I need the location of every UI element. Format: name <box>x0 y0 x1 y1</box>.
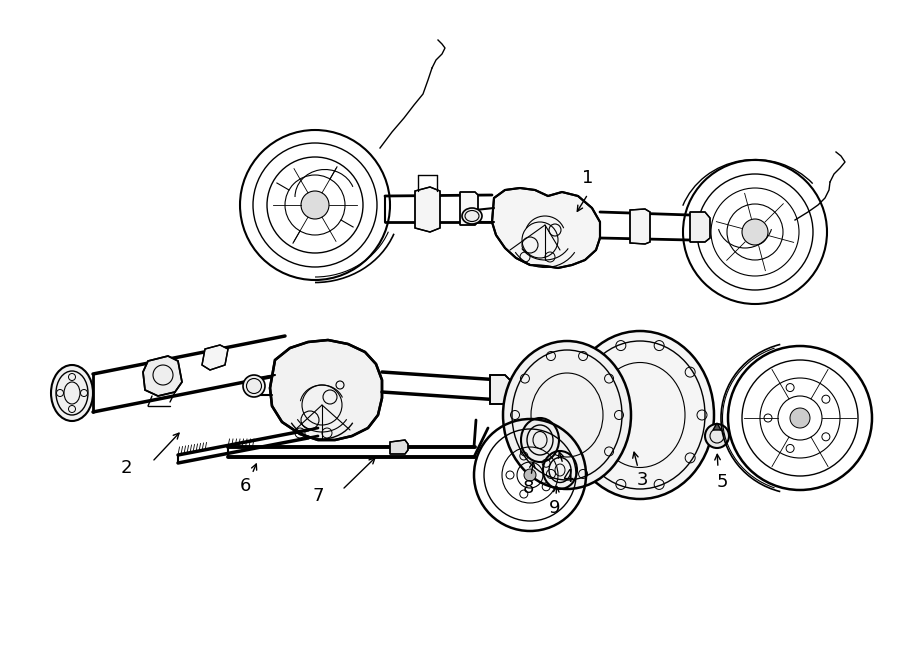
Ellipse shape <box>566 331 714 499</box>
Circle shape <box>742 219 768 245</box>
Polygon shape <box>202 345 228 370</box>
Ellipse shape <box>521 418 559 462</box>
Ellipse shape <box>503 341 631 489</box>
Text: 4: 4 <box>562 468 574 486</box>
Ellipse shape <box>243 375 265 397</box>
Ellipse shape <box>51 365 93 421</box>
Text: 6: 6 <box>239 477 251 495</box>
Text: 9: 9 <box>549 499 561 517</box>
Circle shape <box>790 408 810 428</box>
Ellipse shape <box>539 379 557 403</box>
Polygon shape <box>713 423 721 430</box>
Polygon shape <box>630 209 650 244</box>
Polygon shape <box>143 356 182 396</box>
Circle shape <box>524 469 536 481</box>
Polygon shape <box>270 340 382 440</box>
Text: 5: 5 <box>716 473 728 491</box>
Polygon shape <box>460 192 478 225</box>
Text: 3: 3 <box>636 471 648 489</box>
Polygon shape <box>415 187 440 232</box>
Polygon shape <box>490 375 512 404</box>
Ellipse shape <box>462 208 482 224</box>
Polygon shape <box>492 188 600 268</box>
Text: 2: 2 <box>121 459 131 477</box>
Text: 8: 8 <box>522 479 534 497</box>
Circle shape <box>705 424 729 448</box>
Text: 7: 7 <box>312 487 324 505</box>
Polygon shape <box>390 440 408 454</box>
Polygon shape <box>690 212 710 242</box>
Polygon shape <box>530 378 548 404</box>
Text: 1: 1 <box>582 169 594 187</box>
Circle shape <box>301 191 329 219</box>
